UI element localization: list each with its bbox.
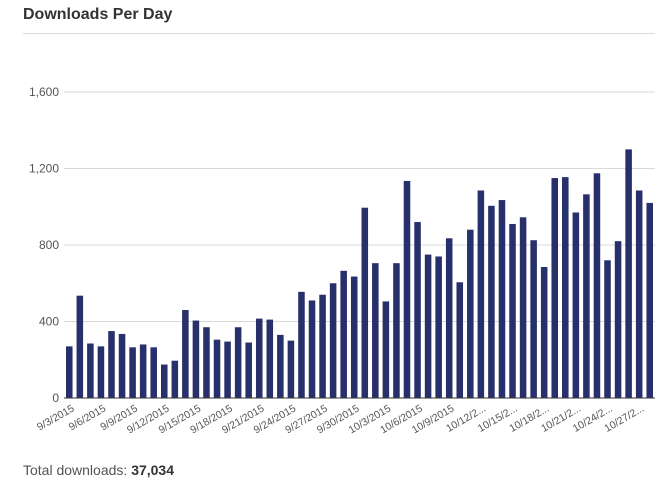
bar xyxy=(393,263,400,398)
bar xyxy=(224,341,231,398)
bar xyxy=(593,173,601,398)
bar xyxy=(118,333,126,398)
bar xyxy=(319,294,326,398)
bar xyxy=(150,347,157,398)
bar xyxy=(498,200,506,398)
bar xyxy=(540,266,548,398)
bar xyxy=(308,300,316,398)
bar xyxy=(477,190,485,398)
bar xyxy=(171,360,179,398)
bar xyxy=(97,346,105,398)
bar xyxy=(403,180,411,398)
bar xyxy=(414,222,421,398)
bar xyxy=(129,347,136,398)
bar xyxy=(445,238,453,398)
total-downloads-value: 37,034 xyxy=(131,462,175,478)
bar xyxy=(245,342,252,398)
bar xyxy=(340,270,347,398)
bar xyxy=(361,207,369,398)
bar xyxy=(625,149,632,398)
bar xyxy=(614,241,622,398)
bar xyxy=(255,318,263,398)
bar xyxy=(350,276,358,398)
y-tick-label: 0 xyxy=(52,391,59,405)
bar xyxy=(382,301,390,398)
y-tick-label: 1,600 xyxy=(29,85,59,99)
bar xyxy=(604,260,611,398)
bar xyxy=(213,339,221,398)
bar xyxy=(646,202,653,398)
bar xyxy=(635,190,643,398)
bar xyxy=(456,282,464,398)
bar xyxy=(287,340,295,398)
bar xyxy=(66,346,73,398)
bar xyxy=(234,327,242,398)
bar xyxy=(509,223,516,398)
y-tick-label: 1,200 xyxy=(29,162,59,176)
total-downloads: Total downloads: 37,034 xyxy=(23,462,174,478)
bar xyxy=(530,240,537,398)
bar xyxy=(266,319,274,398)
bar xyxy=(87,343,94,398)
bar xyxy=(467,229,474,398)
bar xyxy=(108,331,115,398)
panel-title: Downloads Per Day xyxy=(23,6,173,23)
downloads-bar-chart: 04008001,2001,6009/3/20159/6/20159/9/201… xyxy=(29,85,655,436)
title-divider xyxy=(23,33,655,34)
bar xyxy=(435,256,442,398)
bar xyxy=(372,263,379,398)
bar xyxy=(298,291,305,398)
bar xyxy=(551,178,559,398)
bar xyxy=(424,254,432,398)
bar xyxy=(572,212,580,398)
bar xyxy=(583,194,590,398)
bar xyxy=(277,334,284,398)
bar xyxy=(519,217,527,398)
y-tick-label: 800 xyxy=(39,238,59,252)
bar xyxy=(139,344,147,398)
bar xyxy=(488,205,495,398)
total-downloads-label: Total downloads: xyxy=(23,462,128,478)
y-tick-label: 400 xyxy=(39,315,59,329)
bar xyxy=(76,295,84,398)
bar xyxy=(203,327,210,398)
bar xyxy=(329,283,337,398)
bar xyxy=(192,320,200,398)
bar xyxy=(562,177,569,398)
bar xyxy=(182,310,189,398)
bar xyxy=(160,364,168,398)
